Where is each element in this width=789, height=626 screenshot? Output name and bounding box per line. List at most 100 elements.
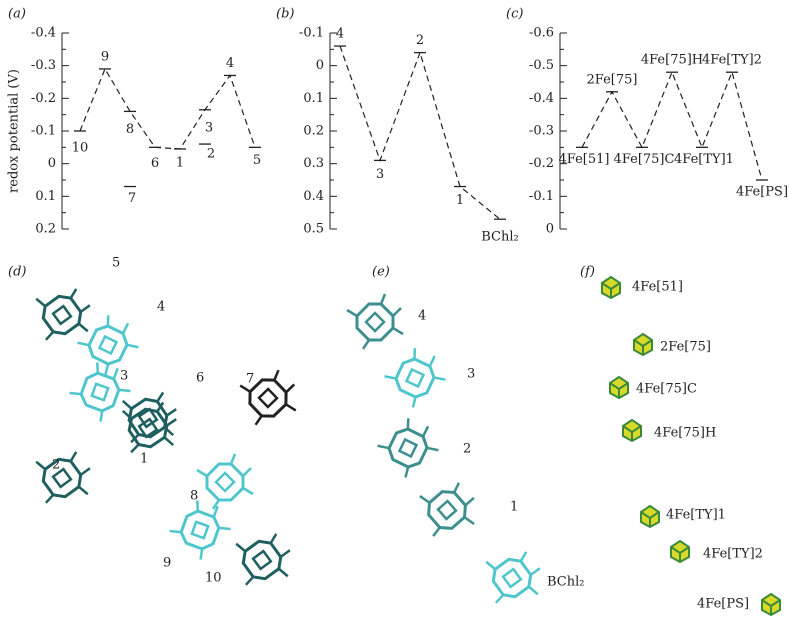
molecule bbox=[72, 309, 143, 379]
cluster bbox=[610, 377, 628, 398]
bond bbox=[378, 443, 389, 452]
series-line bbox=[80, 69, 255, 149]
bond bbox=[157, 392, 163, 403]
structure-label: 4Fe[PS] bbox=[697, 597, 749, 612]
bond bbox=[70, 389, 82, 399]
point-label: 4Fe[PS] bbox=[736, 185, 788, 200]
core bbox=[97, 334, 120, 357]
cluster bbox=[602, 277, 620, 298]
ring bbox=[41, 457, 82, 498]
point-label: 4Fe[TY]2 bbox=[702, 53, 762, 68]
bond bbox=[246, 576, 253, 586]
bond bbox=[496, 594, 503, 604]
point-label: 3 bbox=[205, 120, 213, 135]
point-label: 4Fe[TY]1 bbox=[674, 152, 734, 167]
core bbox=[437, 500, 456, 519]
panel-label: (b) bbox=[276, 7, 294, 22]
ring bbox=[250, 380, 287, 417]
bond bbox=[521, 551, 527, 562]
y-tick-label: -0.5 bbox=[529, 58, 554, 73]
core bbox=[366, 313, 384, 331]
molecule bbox=[197, 454, 253, 509]
bond bbox=[103, 364, 112, 374]
point-label: 2 bbox=[416, 33, 424, 48]
bond bbox=[46, 331, 53, 341]
structure-label: 3 bbox=[120, 369, 128, 384]
bond bbox=[243, 488, 253, 494]
bond bbox=[347, 310, 357, 316]
molecule bbox=[30, 283, 94, 346]
panel-label: (a) bbox=[8, 7, 26, 22]
ring bbox=[41, 294, 82, 335]
bond bbox=[363, 340, 369, 349]
core bbox=[252, 550, 273, 571]
ring bbox=[241, 539, 282, 580]
y-tick-label: 0.1 bbox=[35, 189, 56, 204]
y-tick-label: -0.1 bbox=[299, 26, 324, 41]
bond bbox=[528, 587, 539, 594]
point-label: 2 bbox=[207, 147, 215, 162]
panel-label: (d) bbox=[8, 265, 26, 280]
y-tick-label: 0.3 bbox=[303, 156, 324, 171]
ring bbox=[176, 506, 224, 554]
bond bbox=[170, 527, 182, 537]
point-label: 9 bbox=[101, 49, 109, 64]
bond bbox=[405, 418, 412, 429]
bond bbox=[393, 308, 401, 316]
structure-label: 4Fe[51] bbox=[632, 280, 683, 295]
bond bbox=[71, 288, 77, 299]
point-label: 8 bbox=[126, 122, 134, 137]
y-tick-label: 0.1 bbox=[303, 91, 324, 106]
structure-label: 4 bbox=[157, 300, 165, 315]
molecule bbox=[115, 395, 180, 460]
point-label: 4 bbox=[336, 27, 344, 42]
bond bbox=[419, 496, 429, 503]
bond bbox=[286, 404, 296, 410]
structure-label: 10 bbox=[205, 571, 222, 586]
bond bbox=[131, 443, 139, 453]
core bbox=[216, 473, 234, 491]
point-label: 10 bbox=[72, 141, 89, 156]
bond bbox=[197, 549, 206, 560]
bond bbox=[78, 340, 89, 349]
structure-label: 1 bbox=[140, 452, 148, 467]
ring bbox=[357, 304, 393, 340]
core bbox=[259, 389, 277, 407]
bond bbox=[81, 467, 90, 476]
y-tick-label: -0.3 bbox=[529, 124, 554, 139]
y-tick-label: -0.4 bbox=[529, 91, 554, 106]
bond bbox=[381, 294, 385, 304]
bond bbox=[235, 544, 246, 551]
molecule bbox=[30, 446, 94, 509]
molecule bbox=[379, 342, 450, 413]
core bbox=[502, 568, 523, 589]
bond bbox=[403, 467, 412, 477]
y-tick-label: 0 bbox=[316, 58, 324, 73]
structure-label: 7 bbox=[246, 372, 254, 387]
bond bbox=[71, 451, 77, 462]
bond bbox=[410, 397, 419, 408]
bond bbox=[393, 328, 403, 334]
structure-label: 4Fe[TY]2 bbox=[703, 547, 763, 562]
structure-label: 9 bbox=[163, 556, 171, 571]
bond bbox=[127, 342, 138, 351]
y-tick-label: -0.1 bbox=[31, 124, 56, 139]
y-tick-label: 0 bbox=[48, 156, 56, 171]
bond bbox=[411, 348, 418, 359]
structure-label: 4Fe[TY]1 bbox=[666, 508, 726, 523]
y-tick-label: -0.3 bbox=[31, 58, 56, 73]
point-label: BChl₂ bbox=[481, 230, 518, 245]
structure-label: 4Fe[75]C bbox=[636, 382, 697, 397]
bond bbox=[167, 408, 176, 417]
cluster bbox=[623, 420, 641, 441]
y-tick-label: -0.2 bbox=[529, 156, 554, 171]
bond bbox=[433, 527, 440, 536]
point-label: 1 bbox=[456, 193, 464, 208]
y-tick-label: 0.2 bbox=[35, 222, 56, 237]
bond bbox=[97, 411, 106, 422]
bond bbox=[427, 445, 438, 454]
core bbox=[397, 437, 420, 460]
structure-label: 2 bbox=[463, 442, 471, 457]
y-tick-label: 0.5 bbox=[303, 222, 324, 237]
